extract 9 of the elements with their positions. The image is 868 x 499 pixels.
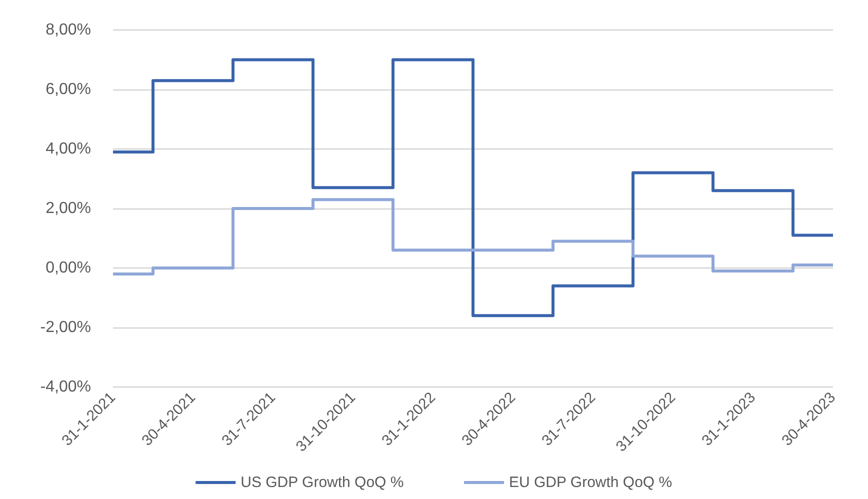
y-tick-label: 2,00% [46, 200, 91, 217]
y-tick-label: -2,00% [40, 319, 91, 336]
y-tick-label: -4,00% [40, 378, 91, 396]
legend-label: US GDP Growth QoQ % [240, 474, 404, 491]
y-tick-label: 8,00% [46, 22, 91, 38]
y-tick-label: 6,00% [46, 81, 91, 98]
y-tick-label: 0,00% [46, 260, 91, 276]
y-tick-label: 4,00% [46, 140, 91, 158]
legend-label: EU GDP Growth QoQ % [509, 474, 672, 491]
